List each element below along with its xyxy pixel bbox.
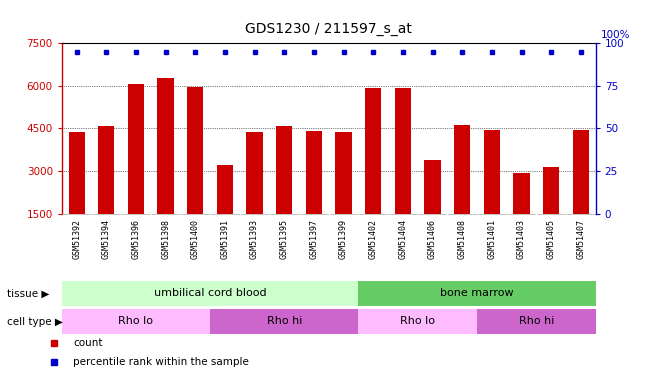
Text: Rho hi: Rho hi xyxy=(266,316,302,326)
Text: GSM51399: GSM51399 xyxy=(339,219,348,259)
Bar xyxy=(62,309,210,334)
Text: GSM51394: GSM51394 xyxy=(102,219,111,259)
Text: cell type ▶: cell type ▶ xyxy=(7,316,62,327)
Text: GSM51395: GSM51395 xyxy=(280,219,289,259)
Bar xyxy=(424,160,441,214)
Bar xyxy=(484,130,500,214)
Bar xyxy=(210,309,359,334)
Text: GSM51400: GSM51400 xyxy=(191,219,200,259)
Bar xyxy=(359,281,596,306)
Text: umbilical cord blood: umbilical cord blood xyxy=(154,288,266,298)
Text: GSM51392: GSM51392 xyxy=(72,219,81,259)
Text: Rho lo: Rho lo xyxy=(400,316,436,326)
Bar xyxy=(187,87,204,214)
Bar xyxy=(395,88,411,214)
Bar xyxy=(573,130,589,214)
Text: Rho hi: Rho hi xyxy=(519,316,554,326)
Text: GSM51398: GSM51398 xyxy=(161,219,170,259)
Text: tissue ▶: tissue ▶ xyxy=(7,288,49,298)
Text: GSM51405: GSM51405 xyxy=(547,219,556,259)
Text: count: count xyxy=(74,339,103,348)
Text: GSM51404: GSM51404 xyxy=(398,219,408,259)
Bar xyxy=(276,126,292,214)
Text: GSM51391: GSM51391 xyxy=(221,219,229,259)
Text: Rho lo: Rho lo xyxy=(118,316,154,326)
Text: GSM51396: GSM51396 xyxy=(132,219,141,259)
Bar xyxy=(68,132,85,214)
Bar xyxy=(335,132,352,214)
Bar xyxy=(477,309,596,334)
Bar xyxy=(98,126,115,214)
Text: 100%: 100% xyxy=(602,30,631,40)
Text: GSM51407: GSM51407 xyxy=(576,219,585,259)
Text: bone marrow: bone marrow xyxy=(440,288,514,298)
Bar xyxy=(514,172,530,214)
Text: GSM51406: GSM51406 xyxy=(428,219,437,259)
Text: GSM51408: GSM51408 xyxy=(458,219,467,259)
Bar xyxy=(247,132,263,214)
Bar xyxy=(217,165,233,214)
Bar xyxy=(543,167,559,214)
Bar xyxy=(365,88,381,214)
Text: percentile rank within the sample: percentile rank within the sample xyxy=(74,357,249,367)
Bar xyxy=(306,131,322,214)
Bar xyxy=(158,78,174,214)
Bar xyxy=(454,125,471,214)
Text: GDS1230 / 211597_s_at: GDS1230 / 211597_s_at xyxy=(245,22,412,36)
Text: GSM51393: GSM51393 xyxy=(250,219,259,259)
Text: GSM51402: GSM51402 xyxy=(368,219,378,259)
Bar xyxy=(359,309,477,334)
Text: GSM51403: GSM51403 xyxy=(517,219,526,259)
Text: GSM51401: GSM51401 xyxy=(488,219,496,259)
Bar xyxy=(62,281,359,306)
Bar xyxy=(128,84,144,214)
Text: GSM51397: GSM51397 xyxy=(309,219,318,259)
